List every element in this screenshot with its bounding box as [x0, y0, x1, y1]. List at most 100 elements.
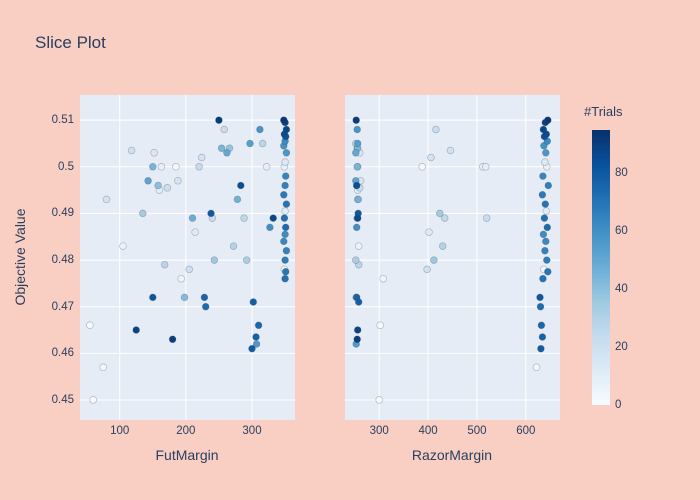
- trial-point: [217, 144, 226, 152]
- trial-point: [191, 228, 199, 236]
- trial-point: [353, 335, 361, 344]
- trial-point: [282, 246, 291, 255]
- trial-point: [539, 125, 548, 134]
- trial-point: [200, 293, 209, 302]
- trial-point: [353, 139, 362, 148]
- trial-point: [150, 149, 158, 157]
- trial-point: [174, 177, 182, 185]
- y-tick-label: 0.51: [51, 114, 74, 127]
- colorbar-gradient: [592, 130, 610, 405]
- trial-point: [282, 125, 291, 134]
- trial-point: [281, 267, 290, 276]
- x-tick-label: 500: [467, 425, 487, 437]
- colorbar-title: #Trials: [584, 104, 623, 119]
- trial-point: [542, 237, 550, 246]
- trial-point: [246, 139, 254, 148]
- trial-point: [353, 214, 362, 222]
- trial-point: [132, 326, 140, 334]
- trial-point: [149, 293, 157, 302]
- trial-point: [281, 207, 289, 215]
- trial-point: [256, 125, 264, 134]
- trial-point: [481, 163, 490, 171]
- trial-point: [262, 163, 271, 171]
- trial-point: [538, 191, 547, 199]
- trial-point: [354, 242, 363, 250]
- trial-point: [177, 274, 185, 283]
- trial-point: [542, 207, 551, 215]
- trial-point: [168, 335, 177, 344]
- trial-point: [102, 195, 111, 204]
- trial-point: [540, 214, 549, 222]
- trial-point: [119, 242, 127, 250]
- trial-point: [539, 172, 547, 180]
- trial-point: [240, 214, 248, 222]
- x-tick-label: 400: [418, 425, 438, 437]
- trial-point: [282, 200, 291, 208]
- trial-point: [544, 181, 553, 190]
- y-tick-label: 0.46: [51, 347, 74, 360]
- trial-point: [269, 214, 277, 222]
- trial-point: [544, 267, 552, 276]
- trial-point: [280, 191, 288, 199]
- x-axis-title-razormargin: RazorMargin: [411, 447, 493, 463]
- trial-point: [197, 153, 206, 162]
- trial-point: [258, 139, 267, 148]
- trial-point: [379, 274, 387, 283]
- trial-point: [185, 265, 193, 274]
- trial-point: [281, 172, 290, 180]
- trial-point: [352, 116, 360, 124]
- colorbar-tick-label: 60: [615, 225, 628, 238]
- colorbar-tick-label: 20: [615, 341, 628, 354]
- trial-point: [233, 195, 242, 204]
- y-tick-label: 0.5: [58, 160, 74, 173]
- trial-point: [543, 256, 551, 264]
- trial-point: [144, 177, 152, 185]
- trial-point: [432, 125, 440, 134]
- trial-point: [353, 125, 361, 134]
- trial-point: [172, 163, 180, 171]
- trial-point: [438, 242, 447, 250]
- razormargin-scatter-subplot: [345, 95, 560, 420]
- trial-point: [541, 246, 549, 255]
- x-axis-title-futmargin: FutMargin: [155, 447, 219, 463]
- trial-point: [280, 237, 288, 246]
- trial-point: [446, 146, 455, 155]
- trial-point: [543, 223, 552, 232]
- y-axis-title: Objective Value: [12, 208, 28, 306]
- colorbar-tick-label: 0: [615, 399, 622, 411]
- trial-point: [86, 321, 94, 330]
- trial-point: [353, 163, 361, 171]
- trial-point: [207, 209, 215, 218]
- colorbar-tick-label: 40: [615, 283, 628, 296]
- trial-point: [210, 256, 219, 264]
- trial-point: [195, 163, 203, 171]
- trial-point: [539, 230, 548, 239]
- trial-point: [266, 223, 274, 232]
- colorbar-tick-label: 80: [615, 167, 628, 180]
- trial-point: [252, 340, 261, 348]
- x-tick-label: 600: [516, 425, 536, 437]
- trial-point: [532, 363, 541, 372]
- trial-point: [154, 181, 162, 190]
- trial-point: [281, 256, 289, 264]
- trial-point: [281, 181, 289, 190]
- y-tick-label: 0.45: [51, 393, 74, 406]
- trial-point: [537, 344, 545, 353]
- trial-point: [149, 163, 157, 171]
- trial-point: [354, 298, 363, 306]
- trial-point: [252, 333, 260, 341]
- trial-point: [201, 302, 210, 311]
- trial-point: [237, 181, 245, 190]
- trial-point: [544, 116, 552, 124]
- trial-point: [423, 265, 431, 274]
- trial-point: [127, 146, 136, 155]
- figure-title: Slice Plot: [35, 33, 106, 52]
- trial-point: [354, 195, 362, 204]
- trial-point: [539, 274, 547, 283]
- trial-point: [215, 116, 223, 124]
- trial-point: [352, 223, 361, 232]
- trial-point: [541, 158, 549, 166]
- trial-point: [542, 149, 550, 157]
- trial-point: [352, 181, 361, 190]
- trial-point: [425, 228, 433, 236]
